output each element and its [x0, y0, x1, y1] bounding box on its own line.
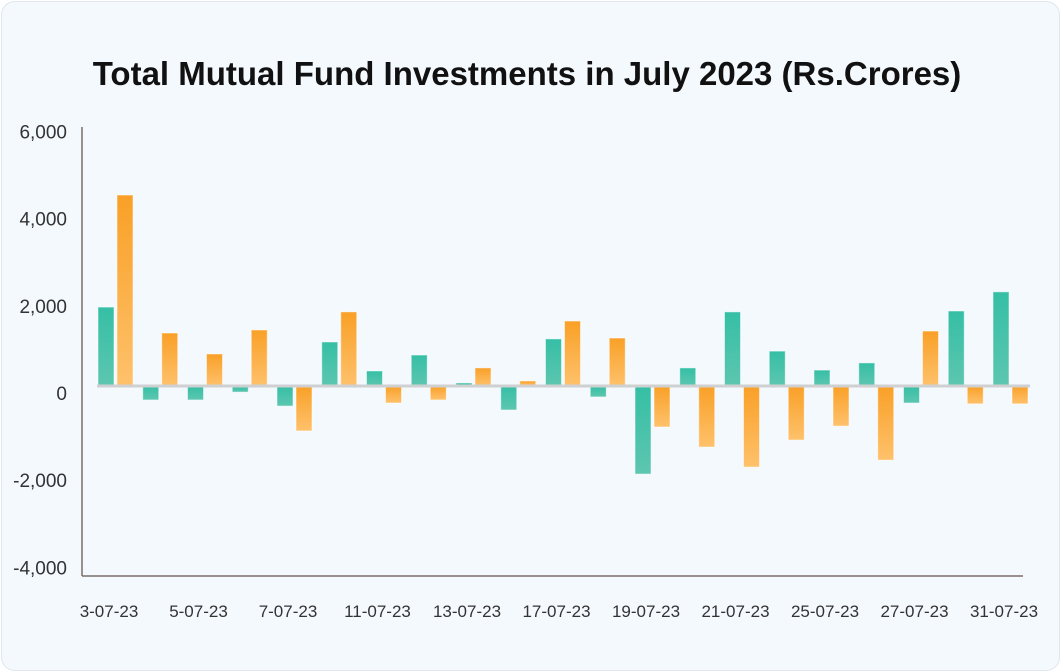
bar-series1-17-07-23	[545, 338, 562, 387]
y-tick-label: 6,000	[19, 122, 67, 143]
bar-series1-21-07-23	[724, 311, 741, 387]
x-tick-label: 5-07-23	[169, 602, 228, 621]
bar-series1-5-07-23	[187, 385, 204, 401]
x-tick-label: 31-07-23	[970, 602, 1038, 621]
bar-series2-18-07-23	[608, 337, 626, 387]
bar-series2-25-07-23	[832, 385, 850, 427]
bar-series2-5-07-23	[206, 353, 223, 387]
chart-title: Total Mutual Fund Investments in July 20…	[93, 55, 962, 92]
bar-series2-13-07-23	[474, 367, 492, 387]
x-tick-label: 11-07-23	[344, 602, 411, 621]
bar-series1-4-07-23	[142, 385, 160, 401]
bar-series2-10-07-23	[340, 311, 358, 387]
bar-series1-11-07-23	[366, 370, 383, 387]
bar-series1-20-07-23	[679, 367, 697, 387]
x-tick-label: 27-07-23	[880, 602, 948, 621]
bar-series1-26-07-23	[858, 362, 876, 387]
y-tick-label: -4,000	[13, 558, 67, 579]
bar-series2-12-07-23	[429, 385, 447, 401]
bar-series2-26-07-23	[877, 385, 895, 461]
x-tick-label: 25-07-23	[791, 602, 859, 621]
bar-series2-28-07-23	[966, 385, 984, 405]
x-tick-label: 17-07-23	[522, 602, 590, 621]
x-tick-label: 19-07-23	[612, 602, 680, 621]
bar-series2-19-07-23	[653, 385, 671, 428]
bar-series1-28-07-23	[947, 310, 965, 387]
y-tick-label: -2,000	[13, 471, 67, 492]
bar-series2-24-07-23	[787, 385, 805, 441]
bar-series2-20-07-23	[698, 385, 716, 448]
bar-series1-19-07-23	[634, 385, 652, 475]
x-tick-label: 7-07-23	[259, 602, 318, 621]
bar-series2-31-07-23	[1011, 385, 1029, 405]
bar-series1-10-07-23	[321, 341, 339, 387]
bar-series1-3-07-23	[97, 306, 115, 387]
bar-series1-14-07-23	[500, 385, 518, 411]
bar-series1-18-07-23	[589, 385, 607, 398]
bar-series2-27-07-23	[922, 330, 939, 387]
bar-series1-12-07-23	[410, 354, 428, 387]
bar-series2-11-07-23	[385, 385, 402, 404]
x-tick-label: 3-07-23	[80, 602, 139, 621]
y-tick-label: 4,000	[19, 210, 67, 231]
bar-series1-27-07-23	[903, 385, 920, 404]
bar-series1-31-07-23	[992, 291, 1010, 387]
bar-series2-4-07-23	[161, 332, 179, 387]
bar-series2-3-07-23	[116, 194, 134, 387]
x-tick-label: 13-07-23	[433, 602, 501, 621]
y-tick-label: 2,000	[19, 297, 67, 318]
bar-series2-7-07-23	[295, 385, 313, 432]
bar-series1-25-07-23	[813, 369, 831, 387]
bar-series2-21-07-23	[743, 385, 760, 468]
y-tick-label: 0	[56, 384, 67, 405]
x-tick-label: 21-07-23	[701, 602, 769, 621]
bar-series2-6-07-23	[250, 329, 268, 387]
bar-series1-7-07-23	[276, 385, 294, 407]
bar-series1-24-07-23	[768, 350, 786, 387]
bar-series2-17-07-23	[564, 320, 581, 387]
